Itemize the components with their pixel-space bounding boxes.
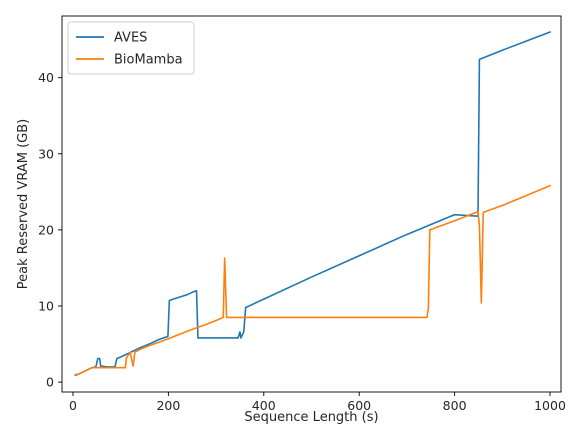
y-tick-label: 20 [38, 222, 54, 237]
legend: AVES BioMamba [67, 21, 195, 75]
y-tick-label: 30 [38, 146, 54, 161]
y-axis-ticks: 0 10 20 30 40 [38, 70, 62, 390]
x-tick-label: 0 [69, 398, 77, 413]
x-tick-label: 600 [347, 398, 371, 413]
x-tick-label: 800 [443, 398, 467, 413]
series-line-biomamba [74, 184, 552, 376]
legend-label-aves: AVES [114, 31, 147, 46]
y-tick-label: 10 [38, 298, 54, 313]
x-tick-label: 400 [252, 398, 276, 413]
x-axis-ticks: 0 200 400 600 800 1000 [69, 392, 566, 413]
plot-area-border [61, 15, 562, 393]
y-tick-label: 40 [38, 70, 54, 85]
series-line-aves [74, 30, 552, 377]
axes-frame [61, 15, 562, 393]
legend-box [67, 21, 195, 75]
y-axis-label: Peak Reserved VRAM (GB) [16, 119, 31, 289]
series-lines [74, 30, 552, 377]
x-tick-label: 1000 [534, 398, 566, 413]
x-tick-label: 200 [156, 398, 180, 413]
x-axis-label: Sequence Length (s) [244, 410, 378, 425]
legend-label-biomamba: BioMamba [114, 53, 183, 68]
y-tick-label: 0 [46, 375, 54, 390]
